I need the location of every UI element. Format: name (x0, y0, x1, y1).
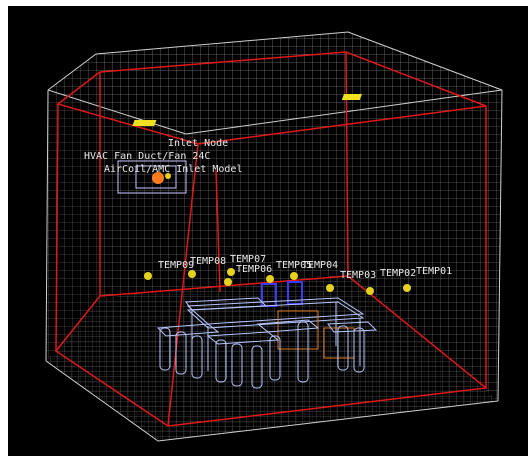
room-scene[interactable]: Inlet Node HVAC Fan Duct/Fan 24C AirCoil… (8, 6, 528, 456)
sensor-label-temp07: TEMP07 (230, 254, 266, 265)
ceiling-vent-right (341, 94, 362, 100)
sensor-label-temp09: TEMP09 (158, 260, 194, 271)
sensor-label-temp02: TEMP02 (380, 268, 416, 279)
sensor-marker-temp01[interactable] (403, 284, 411, 292)
sensor-marker-temp08[interactable] (188, 270, 196, 278)
sensor-marker-temp07[interactable] (227, 268, 235, 276)
sensor-marker-temp03[interactable] (326, 284, 334, 292)
sensor-marker-temp04[interactable] (290, 272, 298, 280)
sensor-label-temp04: TEMP04 (302, 260, 338, 271)
sensor-label-temp08: TEMP08 (190, 256, 226, 267)
inlet-node-label: Inlet Node (168, 138, 228, 149)
sensor-marker-temp09[interactable] (144, 272, 152, 280)
sensor-label-temp06: TEMP06 (236, 264, 272, 275)
3d-viewport[interactable]: Inlet Node HVAC Fan Duct/Fan 24C AirCoil… (8, 6, 528, 456)
ceiling (48, 32, 502, 134)
hvac-unit[interactable] (117, 160, 187, 194)
room-red-edges (54, 51, 488, 427)
room-outline (45, 31, 503, 442)
hvac-fan-label: HVAC Fan Duct/Fan 24C (84, 151, 210, 162)
sensor-marker-temp06[interactable] (224, 278, 232, 286)
ceiling-vent-left (132, 120, 157, 126)
sensor-marker-temp02[interactable] (366, 287, 374, 295)
sensor-label-temp01: TEMP01 (416, 266, 452, 277)
aircoil-label: AirCoil/AMC Inlet Model (104, 164, 242, 175)
inlet-node-marker[interactable] (152, 172, 164, 184)
furniture (156, 281, 378, 389)
sensor-label-temp05: TEMP05 (276, 260, 312, 271)
sensor-label-temp03: TEMP03 (340, 270, 376, 281)
sensor-marker-temp05[interactable] (266, 275, 274, 283)
